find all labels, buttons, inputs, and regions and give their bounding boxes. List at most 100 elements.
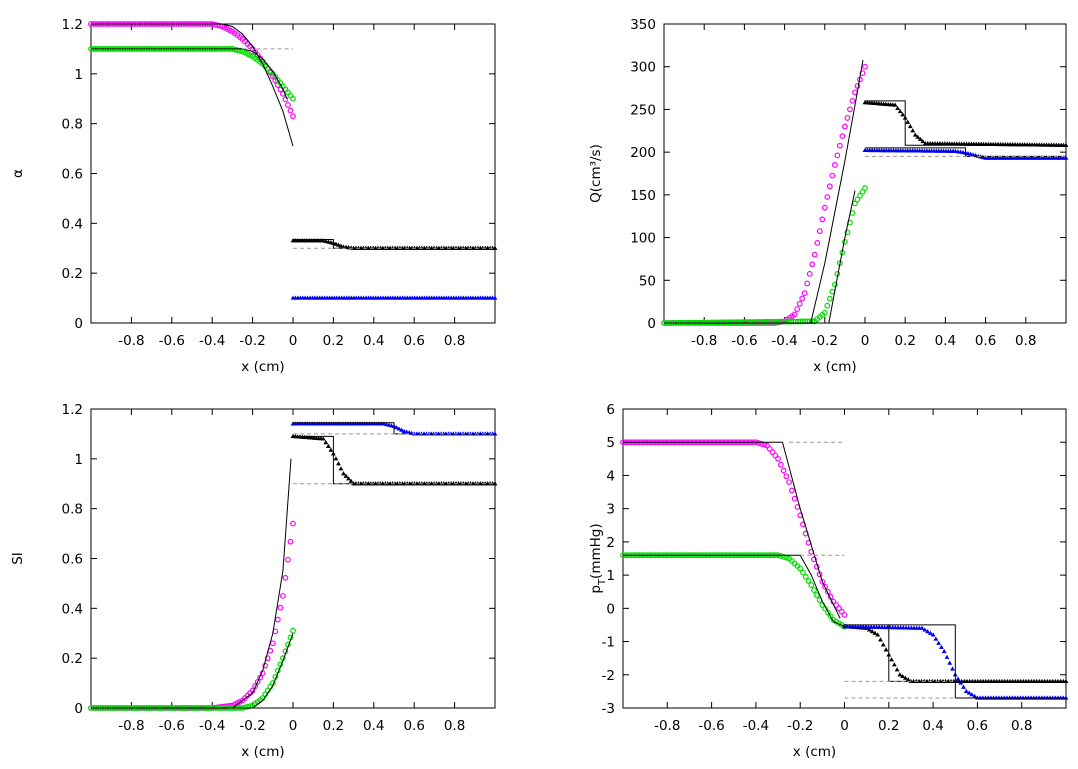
data-point [854,83,861,89]
data-point [282,574,289,581]
data-point [801,290,808,297]
data-point [269,73,276,80]
data-point [854,196,861,203]
panel-si: -0.8 -0.6 -0.4 -0.2 0 0.2 0.4 0.6 0.8 0 0.2 0.4 0.6 0… [10,402,498,760]
data-point [920,138,926,144]
data-point [905,677,911,682]
data-point [772,452,779,459]
data-point [272,77,279,84]
data-point [831,162,838,168]
data-point [346,476,351,481]
x-tick-label: -0.4 [771,333,797,349]
x-tick-label: 0.6 [967,718,988,734]
data-point [919,625,925,630]
data-point [875,632,881,637]
data-point [348,478,354,483]
data-point [857,192,863,199]
series-left-inflow [88,21,296,120]
x-tick-label: -0.8 [691,333,717,349]
x-tick-label: -0.2 [239,718,265,734]
data-point [939,644,944,649]
y-tick-label: 0.6 [62,167,83,183]
data-point [955,676,961,681]
data-point [822,583,829,590]
y-tick-label: 350 [630,17,656,33]
data-point [766,445,773,452]
data-point [333,456,339,461]
data-point [892,102,898,107]
data-point [917,136,923,141]
y-tick-label: 0.6 [62,552,83,568]
y-tick-label: -1 [602,635,615,651]
data-point [788,487,795,494]
x-tick-label: 0.6 [403,333,424,349]
data-point [829,172,836,179]
series-right-2 [842,624,1069,700]
x-tick-label: 0.8 [1015,333,1036,349]
series-left-inflow [88,520,296,711]
data-point [826,295,833,302]
y-tick-label: 5 [606,435,615,451]
y-axis-label: Q(cm³/s) [588,144,604,203]
data-point [969,692,975,697]
y-tick-label: 1.2 [62,17,83,33]
data-point [396,426,402,431]
data-point [758,440,765,447]
y-tick-label: 200 [630,145,656,161]
data-point [950,666,955,671]
x-axis-label: x (cm) [241,744,284,760]
data-point [933,636,939,641]
data-point [290,520,296,527]
data-point [922,627,928,632]
data-point [399,427,404,432]
data-point [839,133,846,140]
data-point [912,132,918,137]
y-tick-label: 0 [74,701,83,717]
x-tick-label: -0.6 [731,333,757,349]
y-tick-label: 0.4 [62,216,83,232]
x-tick-label: -0.6 [159,718,185,734]
y-axis-label: α [10,169,26,178]
data-point [799,295,806,302]
data-point [862,63,868,70]
exact-solution-line [888,624,1066,699]
data-point [786,479,793,485]
data-point [947,660,953,665]
data-point [958,680,964,685]
series-exact-right-2 [888,624,1066,699]
y-tick-label: 3 [606,502,615,518]
data-point [274,616,281,623]
data-point [910,128,916,133]
exact-solution-line [865,100,1066,146]
x-tick-label: 0.4 [363,718,384,734]
data-point [328,447,334,452]
data-point [836,142,843,149]
data-point [341,471,346,476]
exact-solution-line [91,458,292,709]
data-point [269,640,276,647]
data-point [900,112,906,117]
data-point [320,436,326,441]
data-point [925,628,930,634]
data-point [819,216,826,223]
data-point [824,609,831,616]
data-point [1063,155,1069,160]
data-point [797,565,804,572]
series-exact-left-1 [91,23,294,147]
data-point [862,185,868,191]
y-tick-label: 1.2 [62,402,83,418]
series-exact-left-2 [91,48,288,99]
panel-alpha: -0.8 -0.6 -0.4 -0.2 0 0.2 0.4 0.6 0.8 0 0.2 0.4 0.6 0… [10,17,498,375]
x-tick-label: -0.6 [159,333,185,349]
data-point [826,183,833,190]
y-tick-label: 1 [74,67,83,83]
data-point [849,97,856,104]
data-point [897,672,903,677]
data-point [777,461,784,468]
data-point [755,440,762,446]
data-point [883,647,889,652]
plot-frame [90,408,496,709]
data-point [280,592,286,599]
data-point [775,455,781,462]
x-tick-label: 0.8 [444,718,465,734]
